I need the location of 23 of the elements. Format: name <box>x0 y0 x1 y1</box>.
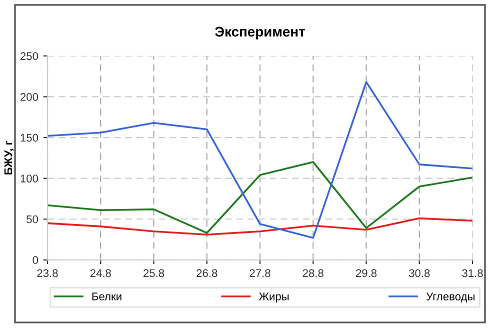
line-series <box>48 217 472 236</box>
x-tick-label: 25.8 <box>143 269 164 278</box>
y-axis-title: БЖУ, г <box>4 140 14 174</box>
line-series <box>48 161 472 234</box>
x-tick-label: 28.8 <box>302 269 324 278</box>
y-tick-label: 100 <box>20 174 38 182</box>
x-tick-label: 26.8 <box>196 269 218 278</box>
y-tick-label: 250 <box>20 52 38 60</box>
line-series <box>48 81 472 239</box>
y-tick-label: 200 <box>20 92 38 101</box>
legend-label: Белки <box>92 292 122 300</box>
x-tick-label: 23.8 <box>37 269 58 278</box>
x-tick-label: 29.8 <box>356 269 377 278</box>
y-tick-label: 150 <box>20 134 38 142</box>
legend-label: Углеводы <box>426 292 474 302</box>
y-tick-label: 0 <box>32 256 38 264</box>
y-tick-label: 50 <box>26 215 38 224</box>
x-tick-label: 24.8 <box>90 269 111 278</box>
chart-title: Эксперимент <box>215 26 305 40</box>
legend-label: Жиры <box>258 292 289 303</box>
x-tick-label: 30.8 <box>408 269 430 278</box>
x-tick-label: 31.8 <box>462 269 483 278</box>
x-tick-label: 27.8 <box>250 269 270 278</box>
